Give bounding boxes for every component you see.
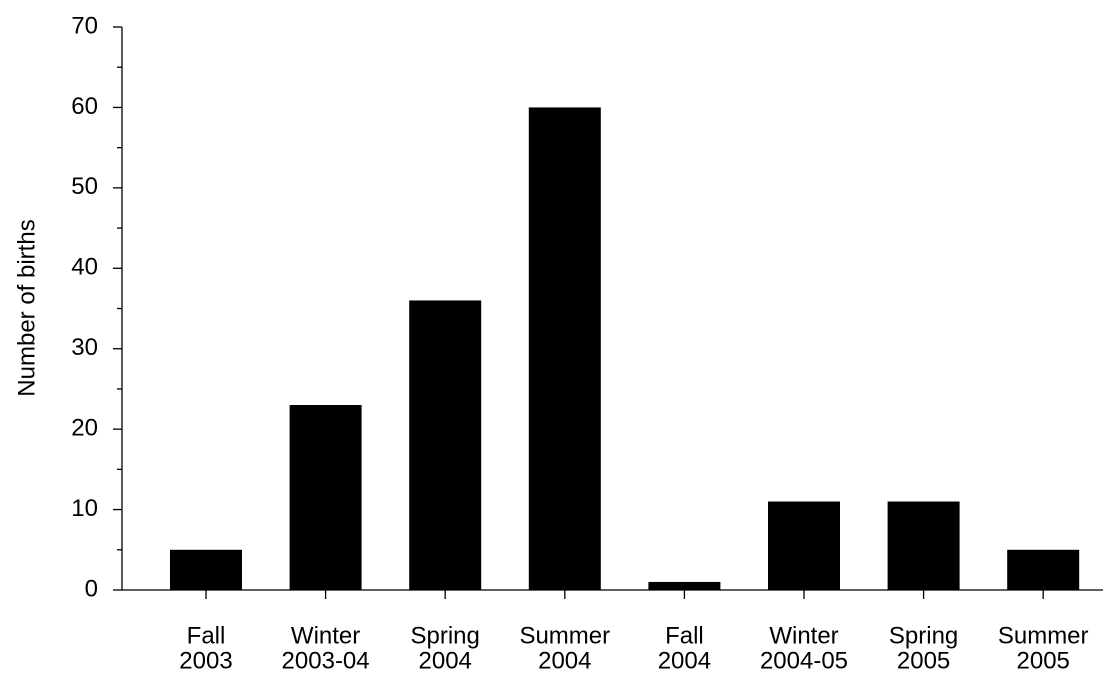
x-tick-label: Winter <box>769 622 838 649</box>
x-tick-label: Spring <box>411 622 480 649</box>
y-tick-label: 0 <box>85 575 98 602</box>
bar <box>768 501 840 590</box>
y-tick-label: 10 <box>71 495 98 522</box>
y-tick-label: 70 <box>71 12 98 39</box>
x-tick-label: 2005 <box>1017 647 1070 674</box>
bar <box>528 107 601 590</box>
x-tick-label: 2004-05 <box>760 647 848 674</box>
y-tick-label: 20 <box>71 414 98 441</box>
x-tick-label: 2003-04 <box>282 647 370 674</box>
y-tick-label: 30 <box>71 334 98 361</box>
x-tick-label: Fall <box>665 622 704 649</box>
x-tick-label: Spring <box>889 622 958 649</box>
x-tick-label: Winter <box>291 622 360 649</box>
bar <box>1007 549 1080 590</box>
bar <box>648 581 721 590</box>
y-axis-label: Number of births <box>13 219 40 396</box>
x-tick-label: Fall <box>187 622 226 649</box>
bar <box>409 300 482 590</box>
x-tick-label: 2003 <box>179 647 232 674</box>
x-tick-label: 2004 <box>419 647 472 674</box>
x-tick-label: 2005 <box>897 647 950 674</box>
bar <box>887 501 960 590</box>
y-tick-label: 60 <box>71 93 98 120</box>
bar <box>170 549 242 590</box>
x-tick-label: 2004 <box>538 647 591 674</box>
y-tick-label: 50 <box>71 173 98 200</box>
y-tick-label: 40 <box>71 254 98 281</box>
x-tick-label: Summer <box>519 622 610 649</box>
bar <box>289 405 362 590</box>
x-tick-label: Summer <box>998 622 1089 649</box>
x-tick-label: 2004 <box>658 647 711 674</box>
